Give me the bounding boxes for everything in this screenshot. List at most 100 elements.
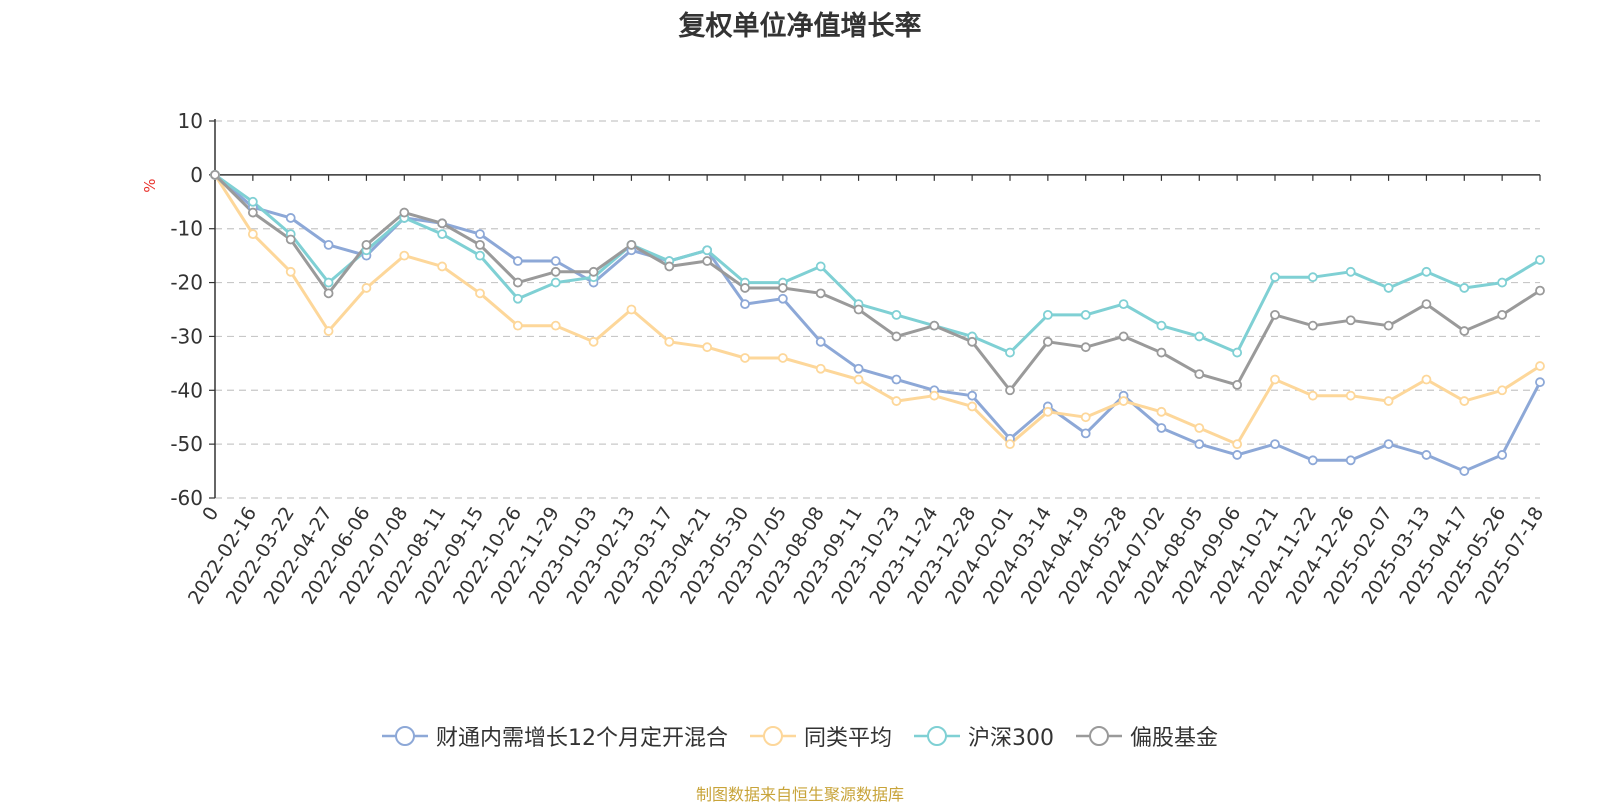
data-point — [891, 309, 902, 320]
data-point — [512, 320, 523, 331]
data-point — [1156, 347, 1167, 358]
data-point — [1421, 374, 1432, 385]
data-point — [361, 239, 372, 250]
data-point — [777, 283, 788, 293]
data-point — [588, 266, 599, 277]
data-point — [1156, 423, 1167, 433]
data-point — [1421, 299, 1432, 310]
legend-item[interactable]: 同类平均 — [749, 720, 892, 752]
legend-label: 偏股基金 — [1130, 726, 1219, 751]
data-point — [929, 390, 940, 401]
data-point — [1421, 450, 1432, 460]
data-point — [550, 320, 561, 331]
data-point — [210, 169, 220, 180]
data-point — [626, 239, 637, 250]
data-point — [1383, 439, 1394, 450]
data-point — [1345, 455, 1356, 466]
data-point — [437, 229, 448, 240]
grid-lines — [215, 120, 1540, 499]
data-point — [1042, 336, 1053, 347]
data-point — [1118, 299, 1129, 310]
data-point — [777, 353, 788, 363]
data-point — [1497, 385, 1508, 396]
data-point — [1118, 331, 1129, 342]
data-point — [702, 245, 713, 256]
data-point — [967, 390, 978, 401]
data-point — [1307, 272, 1318, 283]
data-point — [475, 229, 485, 240]
data-point — [323, 239, 334, 250]
data-point — [1497, 309, 1508, 320]
data-point — [1307, 320, 1318, 331]
data-point — [1042, 406, 1053, 417]
data-point — [550, 266, 561, 277]
data-point — [475, 239, 485, 250]
legend-item[interactable]: 沪深300 — [914, 720, 1054, 752]
data-point — [1005, 439, 1015, 450]
data-point — [399, 207, 410, 218]
data-point — [1459, 466, 1470, 476]
data-point — [1307, 390, 1318, 401]
data-point — [1080, 309, 1091, 320]
data-point — [853, 374, 864, 385]
data-point — [891, 396, 902, 406]
data-point — [1156, 406, 1167, 417]
data-point — [1194, 423, 1205, 433]
data-point — [1080, 342, 1091, 353]
data-point — [285, 266, 296, 277]
chart-plot: 100-10-20-30-40-50-60%02022-02-162022-03… — [141, 109, 1548, 608]
data-point — [853, 363, 864, 374]
chart-title: 复权单位净值增长率 — [678, 11, 922, 42]
data-point — [437, 218, 448, 229]
data-point — [853, 304, 864, 315]
legend-marker-icon — [749, 726, 796, 746]
series-line-2 — [214, 173, 1541, 355]
data-point — [323, 326, 334, 336]
data-point — [1535, 377, 1545, 388]
y-tick-label: -20 — [170, 271, 203, 295]
legend-label: 财通内需增长12个月定开混合 — [435, 726, 728, 751]
data-point — [1005, 385, 1015, 396]
data-point — [1459, 326, 1470, 336]
legend-marker-icon — [914, 726, 960, 746]
data-point — [1232, 379, 1243, 390]
data-point — [891, 331, 902, 342]
data-point — [967, 401, 978, 412]
data-point — [815, 261, 826, 272]
data-point — [1194, 369, 1205, 380]
axes — [209, 119, 1541, 499]
data-point — [1459, 396, 1470, 406]
legend-marker-icon — [381, 726, 428, 746]
y-tick-label: 10 — [178, 109, 203, 133]
data-point — [777, 293, 788, 304]
data-point — [1307, 455, 1318, 466]
data-point — [1383, 396, 1394, 406]
y-tick-label: -40 — [170, 378, 203, 402]
data-point — [815, 288, 826, 299]
y-tick-label: -30 — [170, 324, 203, 348]
x-tick-label: 0 — [198, 503, 223, 525]
legend-item[interactable]: 偏股基金 — [1076, 720, 1218, 752]
data-point — [626, 304, 637, 315]
data-point — [512, 277, 523, 288]
y-tick-label: -50 — [170, 432, 203, 456]
data-point — [247, 207, 258, 218]
data-point — [1383, 320, 1394, 331]
data-point — [475, 288, 485, 299]
data-point — [247, 229, 258, 240]
legend-label: 沪深300 — [968, 726, 1054, 751]
data-point — [1270, 374, 1280, 385]
legend: 财通内需增长12个月定开混合 同类平均 沪深300 偏股基金 — [0, 720, 1600, 752]
data-point — [815, 336, 826, 347]
data-point — [550, 277, 561, 288]
data-point — [1232, 439, 1243, 450]
data-point — [891, 374, 902, 385]
data-point — [437, 261, 448, 272]
data-point — [1383, 283, 1394, 293]
data-point — [1270, 439, 1280, 450]
data-point — [1232, 347, 1243, 358]
data-point — [929, 320, 940, 331]
legend-item[interactable]: 财通内需增长12个月定开混合 — [381, 720, 728, 752]
data-point — [1421, 266, 1432, 277]
data-point — [1080, 412, 1091, 423]
